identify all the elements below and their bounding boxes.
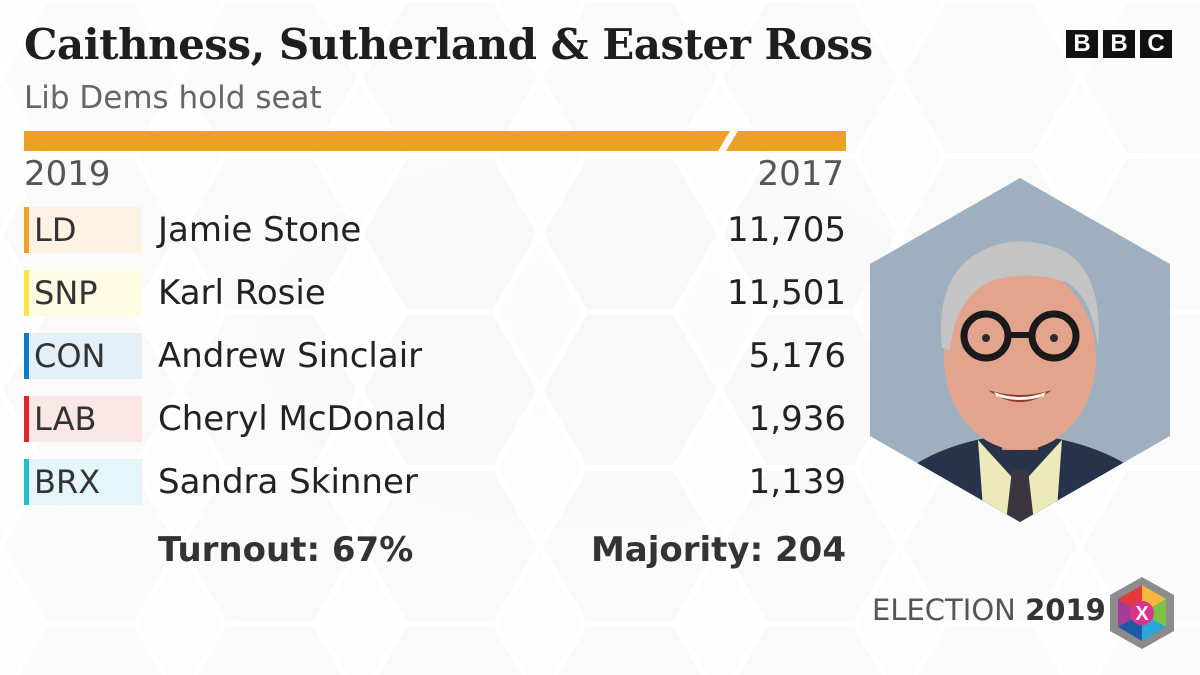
party-abbreviation: BRX: [34, 463, 101, 501]
candidate-portrait: [870, 178, 1170, 522]
vote-count: 1,139: [748, 462, 846, 502]
party-abbreviation: SNP: [34, 274, 98, 312]
candidate-name: Andrew Sinclair: [158, 336, 423, 376]
party-abbreviation: CON: [34, 337, 106, 375]
page-subtitle: Lib Dems hold seat: [24, 80, 322, 116]
party-badge: LD: [24, 207, 142, 253]
majority-label: Majority: 204: [590, 530, 846, 570]
party-color-stripe: [24, 207, 29, 253]
seat-hold-bar: [24, 131, 846, 151]
party-badge: CON: [24, 333, 142, 379]
election-2019-label: ELECTION 2019: [872, 593, 1106, 627]
candidate-name: Jamie Stone: [158, 210, 362, 250]
vote-count: 11,501: [727, 273, 846, 313]
previous-year-label: 2017: [757, 154, 844, 194]
election-x-mark: X: [1135, 603, 1149, 625]
party-badge: BRX: [24, 459, 142, 505]
result-row: CON Andrew Sinclair 5,176: [24, 333, 846, 379]
bbc-logo-letter: B: [1103, 30, 1135, 58]
seat-bar-current: [24, 131, 730, 151]
result-row: BRX Sandra Skinner 1,139: [24, 459, 846, 505]
seat-bar-previous: [726, 131, 846, 151]
turnout-label: Turnout: 67%: [158, 530, 414, 570]
party-color-stripe: [24, 333, 29, 379]
result-row: SNP Karl Rosie 11,501: [24, 270, 846, 316]
candidate-name: Cheryl McDonald: [158, 399, 447, 439]
result-row: LAB Cheryl McDonald 1,936: [24, 396, 846, 442]
vote-count: 11,705: [727, 210, 846, 250]
party-abbreviation: LAB: [34, 400, 97, 438]
vote-count: 5,176: [748, 336, 846, 376]
election-year: 2019: [1025, 593, 1106, 627]
candidate-name: Sandra Skinner: [158, 462, 418, 502]
election-x-icon: X: [1110, 577, 1174, 649]
party-color-stripe: [24, 396, 29, 442]
result-row: LD Jamie Stone 11,705: [24, 207, 846, 253]
party-color-stripe: [24, 459, 29, 505]
bbc-logo-letter: B: [1066, 30, 1098, 58]
election-label: ELECTION: [872, 593, 1016, 627]
party-color-stripe: [24, 270, 29, 316]
vote-count: 1,936: [748, 399, 846, 439]
party-badge: LAB: [24, 396, 142, 442]
bbc-logo: B B C: [1066, 30, 1172, 58]
party-abbreviation: LD: [34, 211, 77, 249]
bbc-logo-letter: C: [1140, 30, 1172, 58]
party-badge: SNP: [24, 270, 142, 316]
page-title: Caithness, Sutherland & Easter Ross: [24, 20, 873, 69]
candidate-name: Karl Rosie: [158, 273, 326, 313]
current-year-label: 2019: [24, 154, 111, 194]
